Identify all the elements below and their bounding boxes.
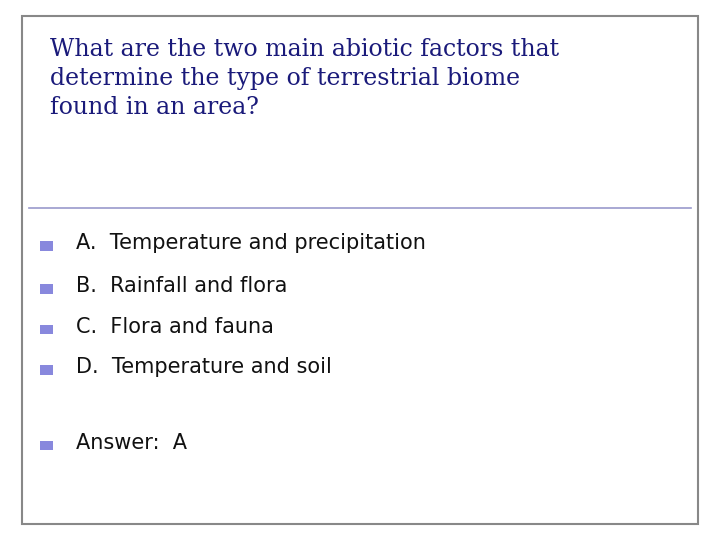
Text: C.  Flora and fauna: C. Flora and fauna [76, 317, 274, 337]
Text: A.  Temperature and precipitation: A. Temperature and precipitation [76, 233, 426, 253]
Text: What are the two main abiotic factors that
determine the type of terrestrial bio: What are the two main abiotic factors th… [50, 38, 559, 119]
FancyBboxPatch shape [40, 241, 53, 251]
FancyBboxPatch shape [40, 325, 53, 334]
FancyBboxPatch shape [40, 365, 53, 375]
FancyBboxPatch shape [40, 284, 53, 294]
Text: Answer:  A: Answer: A [76, 433, 186, 453]
FancyBboxPatch shape [22, 16, 698, 524]
Text: B.  Rainfall and flora: B. Rainfall and flora [76, 276, 287, 296]
Text: D.  Temperature and soil: D. Temperature and soil [76, 357, 331, 377]
FancyBboxPatch shape [40, 441, 53, 450]
